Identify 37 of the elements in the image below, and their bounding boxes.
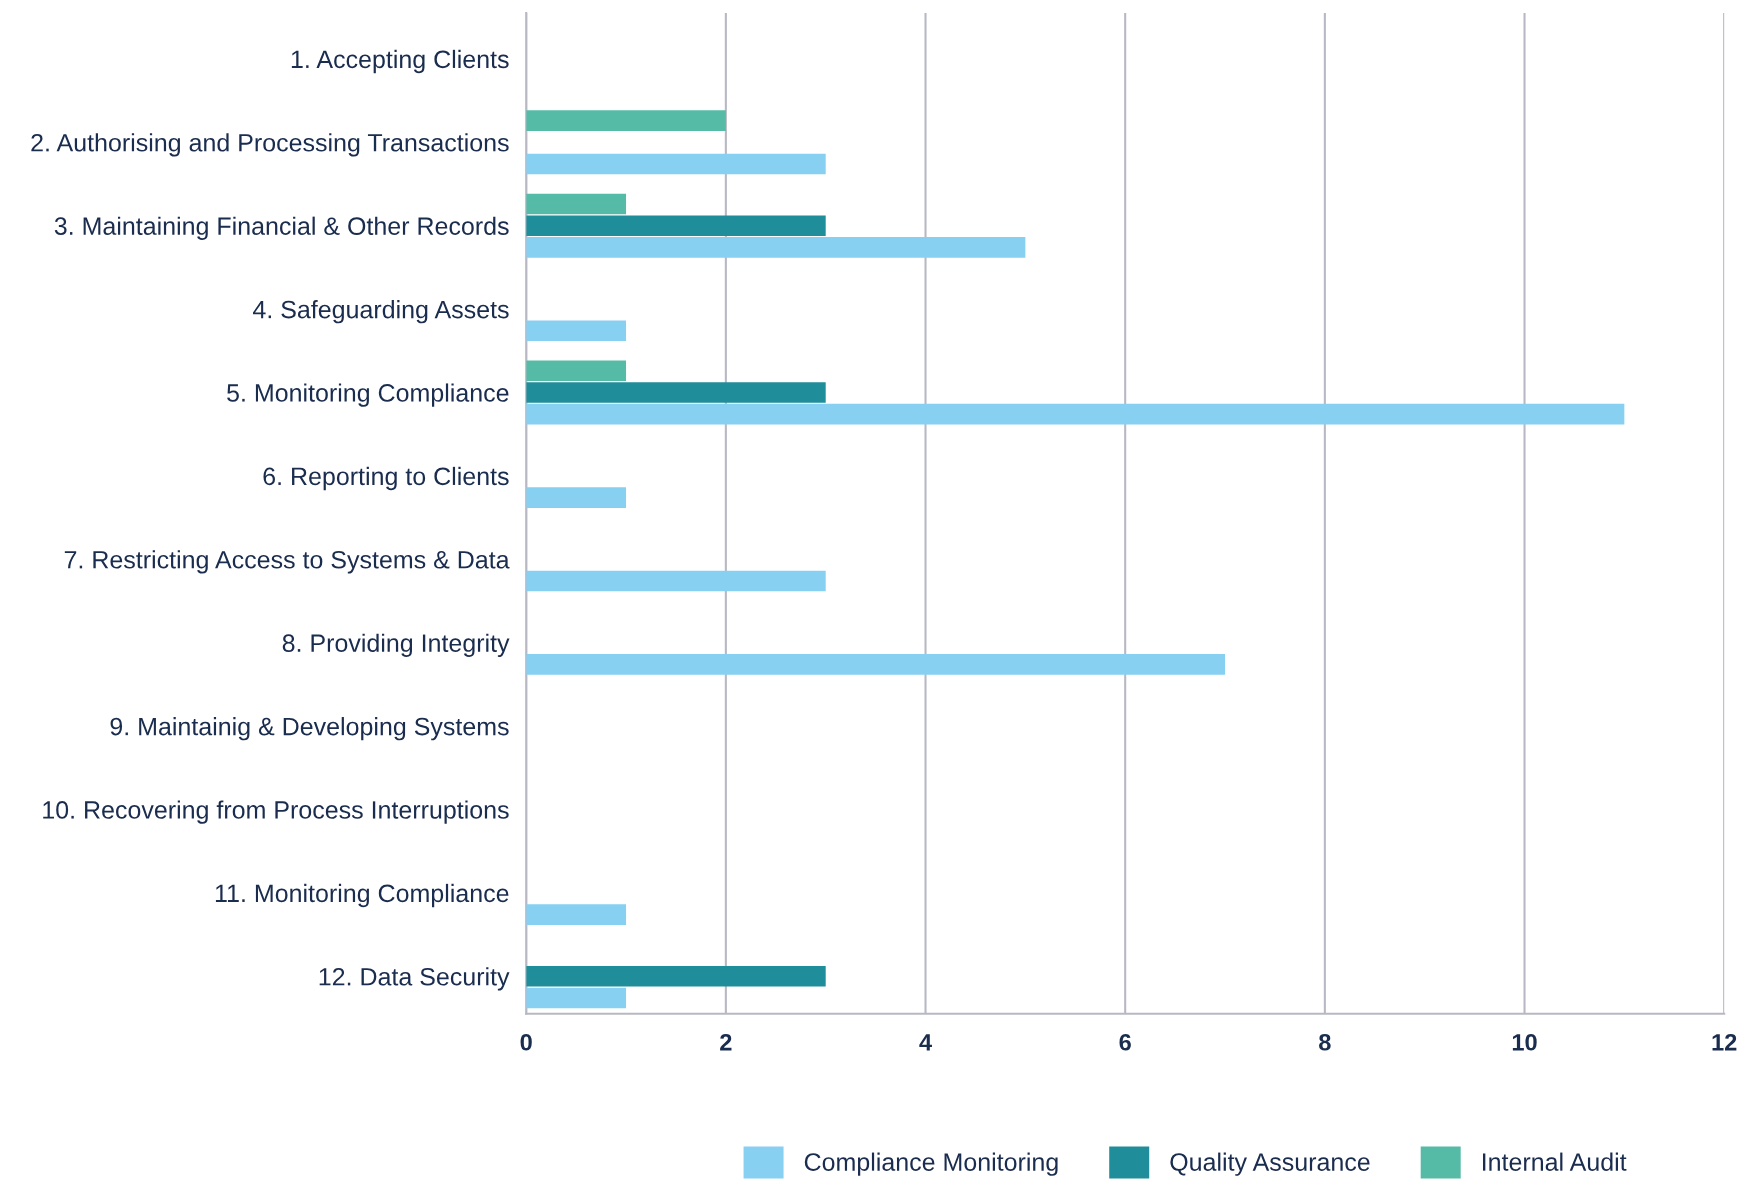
bar	[526, 193, 627, 215]
y-tick-label: 2. Authorising and Processing Transactions	[31, 133, 509, 157]
y-tick-label: 11. Monitoring Compliance	[215, 883, 509, 908]
y-tick-label: 9. Maintainig & Developing Systems	[110, 717, 509, 741]
bar	[526, 320, 627, 342]
bar	[526, 237, 1026, 258]
x-tick-label: 10	[1512, 1033, 1537, 1051]
bar	[526, 403, 1625, 425]
legend-label: Compliance Monitoring	[804, 1152, 1058, 1176]
bar	[526, 153, 826, 175]
y-tick-label: 8. Providing Integrity	[282, 633, 510, 657]
x-tick-label: 0	[520, 1033, 532, 1051]
bar	[526, 110, 726, 131]
y-tick-label: 6. Reporting to Clients	[263, 466, 509, 491]
bar	[526, 487, 627, 508]
bar	[526, 654, 1226, 675]
x-tick-label: 4	[919, 1034, 932, 1051]
x-tick-label: 8	[1319, 1033, 1331, 1051]
y-tick-label: 1. Accepting Clients	[291, 49, 509, 74]
y-tick-label: 7. Restricting Access to Systems & Data	[64, 550, 510, 574]
bar	[526, 360, 627, 382]
bar	[526, 570, 826, 592]
x-tick-label: 2	[720, 1033, 732, 1051]
bar	[526, 987, 627, 1009]
bar	[526, 966, 826, 987]
x-tick-label: 12	[1712, 1033, 1737, 1051]
x-tick-label: 6	[1119, 1033, 1131, 1051]
bar	[526, 382, 826, 403]
y-tick-label: 4. Safeguarding Assets	[253, 300, 509, 324]
y-tick-label: 10. Recovering from Process Interruptions	[43, 800, 509, 824]
legend-label: Quality Assurance	[1170, 1152, 1370, 1176]
bar	[526, 215, 826, 236]
legend-label: Internal Audit	[1483, 1152, 1627, 1171]
y-tick-label: 3. Maintaining Financial & Other Records	[54, 216, 509, 240]
y-tick-label: 5. Monitoring Compliance	[227, 383, 509, 407]
bar	[526, 904, 627, 925]
y-tick-label: 12. Data Security	[319, 967, 510, 991]
